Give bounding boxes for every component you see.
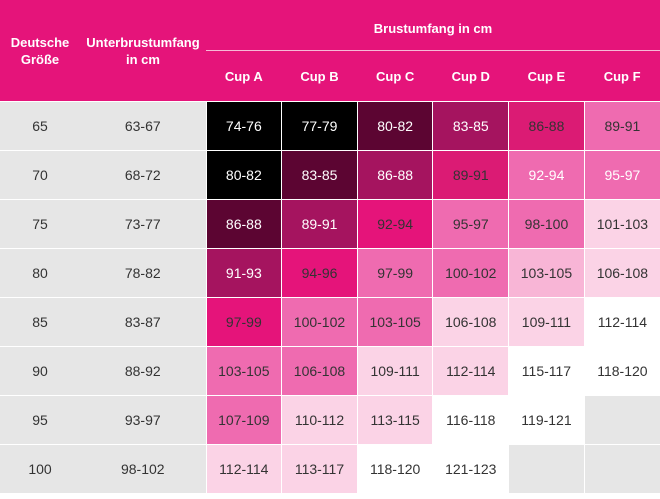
bust-cell: 83-85 xyxy=(432,101,509,151)
bust-cell: 100-102 xyxy=(281,297,358,347)
bust-cell: 95-97 xyxy=(432,199,509,249)
table-row: 95 93-97 107-109 110-112 113-115 116-118 119-1… xyxy=(0,395,660,445)
bust-cell: 109-111 xyxy=(356,346,433,396)
bust-cell: 74-76 xyxy=(205,101,282,151)
bust-cell: 112-114 xyxy=(583,297,660,347)
table-row: 70 68-72 80-82 83-85 86-88 89-91 92-94 95-97 xyxy=(0,150,660,200)
underbust-cell: 88-92 xyxy=(80,346,206,396)
header-bust-group-label: Brustumfang in cm xyxy=(373,20,493,36)
empty-cell xyxy=(583,444,660,494)
underbust-cell: 68-72 xyxy=(80,150,206,200)
bust-cell: 83-85 xyxy=(281,150,358,200)
bust-cell: 97-99 xyxy=(356,248,433,298)
header-size: Deutsche Größe xyxy=(0,0,80,102)
table-row: 65 63-67 74-76 77-79 80-82 83-85 86-88 89-91 xyxy=(0,101,660,151)
size-cell: 90 xyxy=(0,346,80,396)
bust-cell: 91-93 xyxy=(205,248,282,298)
size-cell: 100 xyxy=(0,444,80,494)
table-body: 65 63-67 74-76 77-79 80-82 83-85 86-88 89-91 70 6… xyxy=(0,101,660,494)
header-cup-e: Cup E xyxy=(508,50,585,102)
header-size-line2: Größe xyxy=(20,51,60,67)
empty-cell xyxy=(508,444,585,494)
size-cell: 75 xyxy=(0,199,80,249)
underbust-cell: 93-97 xyxy=(80,395,206,445)
bust-cell: 95-97 xyxy=(583,150,660,200)
bust-cell: 92-94 xyxy=(508,150,585,200)
header-underbust: Unterbrustumfang in cm xyxy=(80,0,206,102)
bust-cell: 109-111 xyxy=(508,297,585,347)
bust-cell: 77-79 xyxy=(281,101,358,151)
size-cell: 85 xyxy=(0,297,80,347)
table-row: 85 83-87 97-99 100-102 103-105 106-108 109-111… xyxy=(0,297,660,347)
header-cup-d: Cup D xyxy=(432,50,509,102)
bust-cell: 110-112 xyxy=(281,395,358,445)
bust-cell: 101-103 xyxy=(583,199,660,249)
header-underbust-line2: in cm xyxy=(126,51,160,67)
size-cell: 65 xyxy=(0,101,80,151)
size-cell: 70 xyxy=(0,150,80,200)
size-cell: 95 xyxy=(0,395,80,445)
header-row-cups: Cup A Cup B Cup C Cup D Cup E Cup F xyxy=(0,50,660,102)
bust-cell: 106-108 xyxy=(281,346,358,396)
bust-cell: 103-105 xyxy=(356,297,433,347)
header-underbust-line1: Unterbrustumfang xyxy=(86,34,200,50)
underbust-cell: 73-77 xyxy=(80,199,206,249)
bust-cell: 100-102 xyxy=(432,248,509,298)
bust-cell: 107-109 xyxy=(205,395,282,445)
bust-cell: 92-94 xyxy=(356,199,433,249)
header-cup-b: Cup B xyxy=(281,50,358,102)
bust-cell: 112-114 xyxy=(432,346,509,396)
bust-cell: 86-88 xyxy=(356,150,433,200)
header-bust-group: Brustumfang in cm xyxy=(206,0,660,51)
bust-cell: 106-108 xyxy=(432,297,509,347)
header-row-group: Deutsche Größe Unterbrustumfang in cm Br… xyxy=(0,0,660,102)
bust-cell: 89-91 xyxy=(432,150,509,200)
bust-cell: 113-115 xyxy=(356,395,433,445)
header-cup-a: Cup A xyxy=(206,50,282,102)
bust-cell: 113-117 xyxy=(281,444,358,494)
empty-cell xyxy=(583,395,660,445)
bust-cell: 118-120 xyxy=(356,444,433,494)
bust-cell: 97-99 xyxy=(205,297,282,347)
bust-cell: 118-120 xyxy=(583,346,660,396)
table-row: 90 88-92 103-105 106-108 109-111 112-114 115-1… xyxy=(0,346,660,396)
bust-cell: 119-121 xyxy=(508,395,585,445)
bust-cell: 103-105 xyxy=(508,248,585,298)
bust-cell: 89-91 xyxy=(281,199,358,249)
bust-cell: 94-96 xyxy=(281,248,358,298)
header-cup-f: Cup F xyxy=(584,50,660,102)
underbust-cell: 78-82 xyxy=(80,248,206,298)
bust-cell: 112-114 xyxy=(205,444,282,494)
underbust-cell: 98-102 xyxy=(80,444,206,494)
bust-cell: 80-82 xyxy=(356,101,433,151)
bust-cell: 89-91 xyxy=(583,101,660,151)
bust-cell: 121-123 xyxy=(432,444,509,494)
bust-cell: 86-88 xyxy=(508,101,585,151)
table-row: 80 78-82 91-93 94-96 97-99 100-102 103-105 106-… xyxy=(0,248,660,298)
bust-cell: 80-82 xyxy=(205,150,282,200)
underbust-cell: 63-67 xyxy=(80,101,206,151)
table-row: 75 73-77 86-88 89-91 92-94 95-97 98-100 101-103 xyxy=(0,199,660,249)
table-row: 100 98-102 112-114 113-117 118-120 121-123 xyxy=(0,444,660,494)
header-size-line1: Deutsche xyxy=(10,34,70,50)
bust-cell: 86-88 xyxy=(205,199,282,249)
table-header: Deutsche Größe Unterbrustumfang in cm Br… xyxy=(0,0,660,102)
bust-cell: 115-117 xyxy=(508,346,585,396)
underbust-cell: 83-87 xyxy=(80,297,206,347)
bust-cell: 98-100 xyxy=(508,199,585,249)
header-cup-c: Cup C xyxy=(357,50,433,102)
bust-cell: 106-108 xyxy=(583,248,660,298)
size-cell: 80 xyxy=(0,248,80,298)
bust-cell: 116-118 xyxy=(432,395,509,445)
bust-cell: 103-105 xyxy=(205,346,282,396)
